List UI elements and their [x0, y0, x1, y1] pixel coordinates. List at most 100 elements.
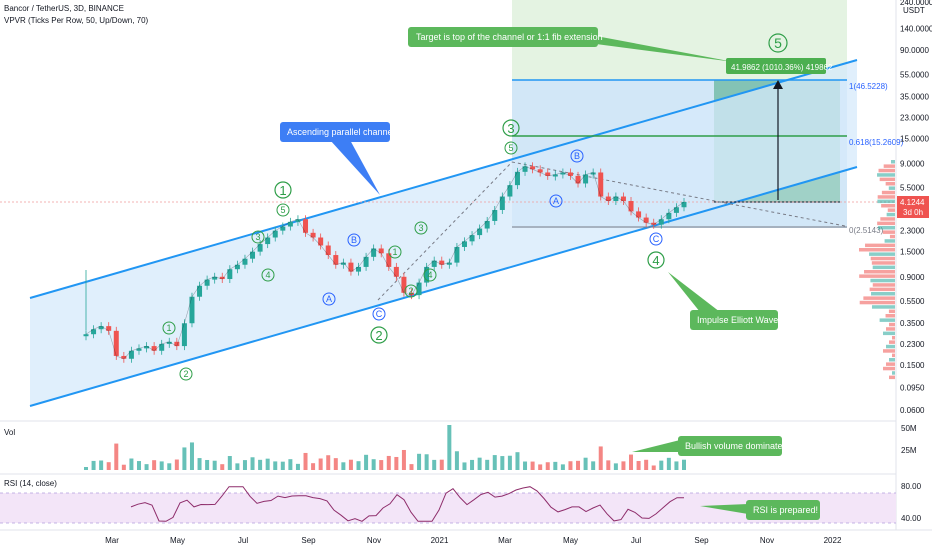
wave-minor-3b: 3 — [414, 221, 428, 235]
volume-bar — [371, 459, 376, 470]
price-tick: 55.0000 — [900, 70, 929, 79]
time-tick: 2022 — [824, 536, 842, 545]
rsi-tick-80: 80.00 — [901, 482, 922, 491]
candle — [356, 266, 362, 272]
vpvr-bar — [880, 217, 895, 221]
wave-minor-2b: 2 — [404, 284, 418, 298]
volume-bar — [136, 461, 141, 470]
volume-bar — [644, 459, 649, 470]
volume-bar — [386, 455, 391, 470]
candle — [265, 237, 271, 245]
candle — [424, 266, 430, 283]
callout-channel-text: Ascending parallel channel — [287, 127, 395, 137]
fib-label-0: 0(2.5143) — [849, 226, 884, 235]
vpvr-bar — [865, 243, 895, 248]
fib-label-0618: 0.618(15.2609) — [849, 138, 904, 147]
candle — [439, 260, 445, 265]
candle — [560, 172, 566, 175]
callout-channel: Ascending parallel channel — [280, 122, 395, 195]
candle — [348, 262, 354, 272]
volume-bar — [439, 459, 444, 470]
vol-tick-25m: 25M — [901, 446, 917, 455]
candle — [333, 255, 339, 265]
vpvr-bar — [871, 261, 895, 265]
candle — [136, 348, 142, 351]
candle — [401, 276, 407, 293]
candle — [643, 217, 649, 223]
candle — [507, 185, 513, 197]
candle — [537, 169, 543, 173]
vpvr-bar — [881, 190, 895, 195]
candle — [605, 196, 611, 202]
price-tick: 0.1500 — [900, 361, 925, 370]
candle — [197, 285, 203, 297]
volume-bar — [341, 462, 346, 470]
target-arrow-head — [773, 80, 783, 89]
candle — [363, 256, 369, 267]
candle — [658, 219, 664, 225]
candle — [431, 260, 437, 267]
volume-bar — [84, 467, 88, 470]
candle — [151, 346, 157, 351]
volume-bar — [424, 454, 429, 470]
volume-bar — [515, 452, 520, 470]
rsi-pane-title: RSI (14, close) — [4, 479, 57, 488]
volume-bar — [598, 446, 603, 470]
vpvr-bar — [864, 270, 895, 274]
volume-bar — [189, 442, 194, 470]
candle — [454, 246, 460, 263]
volume-bar — [167, 463, 172, 470]
vpvr-bar — [869, 252, 895, 256]
candle — [636, 211, 642, 218]
candle — [583, 174, 589, 184]
volume-bar — [348, 459, 353, 470]
candle — [590, 172, 596, 175]
candle — [386, 253, 392, 267]
price-tick: 1.5000 — [900, 248, 925, 257]
candle — [393, 266, 399, 277]
candle — [98, 326, 104, 330]
time-tick: Sep — [301, 536, 316, 545]
vpvr-bar — [859, 248, 895, 252]
callout-rsi-text: RSI is prepared! — [753, 505, 818, 515]
volume-bar — [560, 464, 565, 470]
wave-minor-1: 1 — [162, 321, 176, 335]
volume-bar — [432, 459, 437, 470]
price-tick: 23.0000 — [900, 113, 929, 122]
candle — [378, 248, 384, 254]
volume-bar — [121, 464, 126, 470]
volume-bar — [530, 461, 535, 470]
wave-major-3: 3 — [502, 119, 520, 137]
rsi-tick-40: 40.00 — [901, 514, 922, 523]
volume-bar — [326, 455, 331, 470]
volume-bar — [629, 454, 634, 470]
volume-bar — [280, 461, 285, 470]
last-price-badge — [897, 196, 929, 218]
wave-minor-4b-label: 4 — [427, 270, 432, 280]
volume-bar — [303, 452, 308, 470]
wave-minor-1b: 1 — [388, 245, 402, 259]
candle — [598, 172, 604, 197]
wave-major-2: 2 — [370, 326, 388, 344]
candle — [144, 346, 150, 349]
vpvr-bar — [888, 186, 895, 190]
price-tick: 2.3000 — [900, 227, 925, 236]
price-tick: 35.0000 — [900, 93, 929, 102]
vpvr-bar — [885, 314, 895, 318]
volume-bar — [364, 454, 369, 470]
candle — [128, 350, 134, 359]
volume-bar — [205, 459, 210, 470]
candle — [620, 196, 626, 202]
volume-bar — [356, 461, 361, 470]
candles — [83, 162, 687, 363]
vpvr-bar — [889, 340, 895, 344]
vpvr-bar — [889, 358, 895, 362]
candle — [613, 196, 619, 202]
candle — [325, 245, 331, 256]
volume-bar — [568, 461, 573, 470]
volume-bar — [318, 458, 323, 470]
candle — [189, 296, 195, 324]
volume-bar — [265, 458, 270, 470]
